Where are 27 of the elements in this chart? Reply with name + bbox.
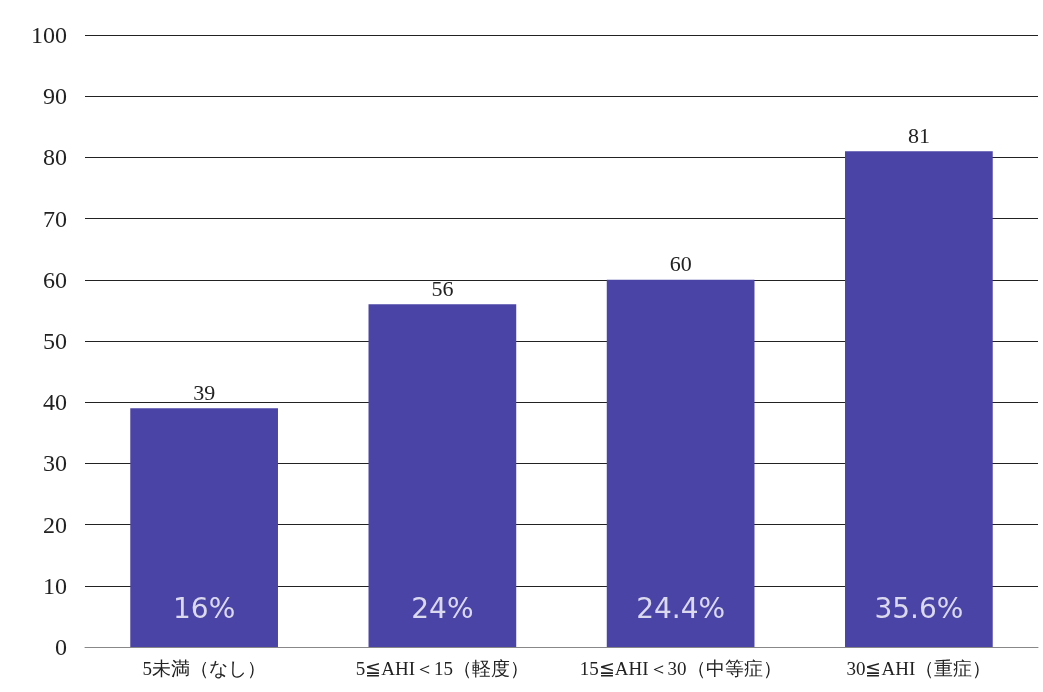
- annotation: 16%: [173, 591, 236, 625]
- y-tick-label: 20: [43, 511, 67, 538]
- data-label: 56: [431, 275, 454, 301]
- annotation: 24%: [411, 591, 474, 625]
- bar: [606, 279, 755, 647]
- x-tick-label: 15≦AHI＜30（中等症）: [579, 658, 782, 679]
- data-label: 39: [193, 379, 216, 405]
- x-tick-label: 5未満（なし）: [142, 658, 266, 679]
- annotation: 35.6%: [874, 591, 964, 625]
- annotation: 24.4%: [636, 591, 726, 625]
- y-tick-label: 80: [43, 144, 67, 171]
- y-tick-label: 10: [43, 572, 67, 599]
- data-label: 60: [669, 251, 692, 277]
- y-tick-label: 60: [43, 266, 67, 293]
- y-tick-label: 30: [43, 450, 67, 477]
- y-tick-label: 70: [43, 205, 67, 232]
- y-tick-label: 100: [31, 22, 67, 48]
- bar: [130, 408, 278, 647]
- x-tick-label: 5≦AHI＜15（軽度）: [355, 658, 530, 679]
- y-tick-label: 0: [55, 634, 67, 660]
- y-tick-label: 90: [43, 83, 67, 110]
- bar: [845, 151, 993, 647]
- x-tick-label: 30≦AHI（重症）: [846, 658, 992, 679]
- bar: [368, 304, 517, 647]
- data-label: 81: [907, 122, 930, 148]
- y-tick-label: 50: [43, 328, 67, 354]
- y-tick-label: 40: [43, 389, 67, 416]
